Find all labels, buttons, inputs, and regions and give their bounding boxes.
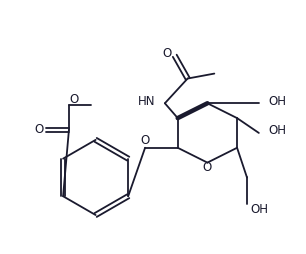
Text: O: O [69, 93, 79, 106]
Text: HN: HN [137, 95, 155, 108]
Text: O: O [162, 47, 171, 60]
Text: OH: OH [269, 95, 287, 108]
Text: OH: OH [269, 124, 287, 137]
Text: O: O [203, 161, 212, 174]
Text: O: O [35, 123, 44, 136]
Text: OH: OH [250, 203, 268, 216]
Text: O: O [140, 134, 150, 147]
